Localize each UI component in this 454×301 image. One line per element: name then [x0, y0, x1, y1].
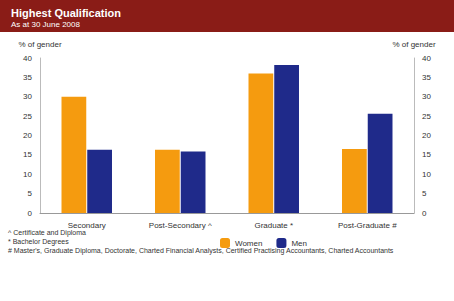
svg-text:* Bachelor Degrees: * Bachelor Degrees — [8, 238, 69, 246]
svg-text:Secondary: Secondary — [68, 221, 106, 230]
svg-text:Men: Men — [291, 239, 307, 248]
svg-text:Post-Secondary ^: Post-Secondary ^ — [149, 221, 212, 230]
svg-text:30: 30 — [23, 92, 32, 101]
svg-text:^ Certificate and Diploma: ^ Certificate and Diploma — [8, 229, 86, 237]
svg-text:35: 35 — [23, 73, 32, 82]
svg-text:25: 25 — [422, 112, 431, 121]
svg-text:35: 35 — [422, 73, 431, 82]
svg-text:0: 0 — [28, 209, 33, 218]
svg-text:40: 40 — [422, 54, 431, 63]
svg-text:Graduate *: Graduate * — [254, 221, 293, 230]
svg-text:Women: Women — [235, 239, 262, 248]
svg-text:10: 10 — [23, 170, 32, 179]
svg-text:# Master's, Graduate Diploma,: # Master's, Graduate Diploma, Doctorate,… — [8, 247, 394, 255]
svg-text:5: 5 — [422, 189, 427, 198]
svg-text:20: 20 — [422, 131, 431, 140]
svg-text:Post-Graduate #: Post-Graduate # — [338, 221, 397, 230]
svg-text:15: 15 — [422, 150, 431, 159]
svg-text:As at 30 June 2008: As at 30 June 2008 — [11, 20, 80, 29]
svg-text:25: 25 — [23, 112, 32, 121]
svg-text:Highest Qualification: Highest Qualification — [11, 7, 121, 19]
svg-text:40: 40 — [23, 54, 32, 63]
svg-text:10: 10 — [422, 170, 431, 179]
svg-text:5: 5 — [28, 189, 33, 198]
svg-text:20: 20 — [23, 131, 32, 140]
svg-text:% of gender: % of gender — [18, 40, 61, 49]
svg-text:30: 30 — [422, 92, 431, 101]
svg-text:0: 0 — [422, 209, 427, 218]
svg-text:% of gender: % of gender — [392, 40, 435, 49]
svg-text:15: 15 — [23, 150, 32, 159]
